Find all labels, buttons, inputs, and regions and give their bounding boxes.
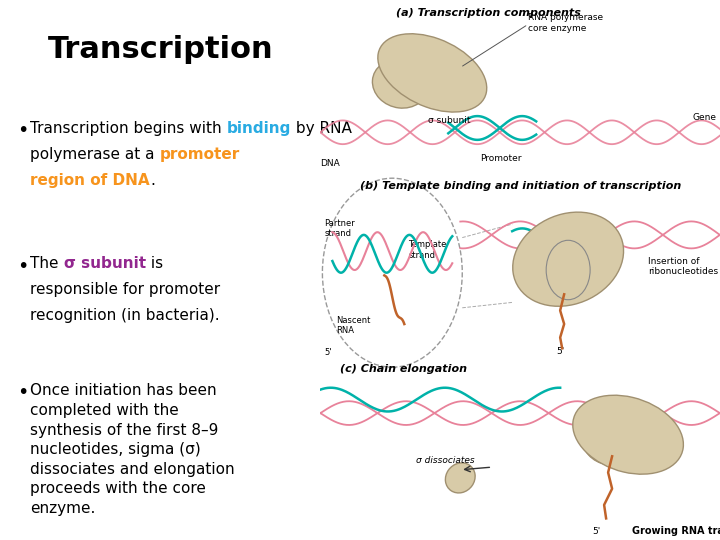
Text: DNA: DNA [320, 159, 340, 168]
Text: recognition (in bacteria).: recognition (in bacteria). [30, 308, 220, 323]
Text: binding: binding [227, 122, 292, 137]
Text: 5': 5' [325, 348, 332, 357]
Text: by RNA: by RNA [292, 122, 352, 137]
Text: 5': 5' [556, 347, 564, 356]
Text: (c) Chain elongation: (c) Chain elongation [341, 364, 467, 375]
Text: •: • [17, 383, 29, 402]
Text: promoter: promoter [160, 147, 240, 163]
Text: responsible for promoter: responsible for promoter [30, 282, 220, 298]
Text: Template
strand: Template strand [408, 240, 446, 260]
Ellipse shape [446, 463, 475, 493]
Text: is: is [146, 256, 163, 272]
Text: Once initiation has been
completed with the
synthesis of the first 8–9
nucleotid: Once initiation has been completed with … [30, 383, 235, 516]
Text: RNA polymerase
core enzyme: RNA polymerase core enzyme [528, 14, 603, 33]
Ellipse shape [516, 243, 572, 297]
Text: Promoter: Promoter [480, 154, 522, 163]
Text: Gene: Gene [692, 113, 716, 123]
Ellipse shape [372, 59, 428, 108]
Text: (a) Transcription components: (a) Transcription components [396, 8, 580, 18]
Text: .: . [150, 173, 155, 188]
Text: Nascent
RNA: Nascent RNA [336, 316, 371, 335]
Text: 5': 5' [592, 526, 600, 536]
Text: •: • [17, 256, 29, 275]
Text: Partner
strand: Partner strand [325, 219, 355, 238]
Text: Transcription: Transcription [48, 35, 273, 64]
Ellipse shape [513, 212, 624, 306]
Text: σ dissociates: σ dissociates [416, 456, 475, 465]
Text: Growing RNA transcript: Growing RNA transcript [632, 526, 720, 537]
Ellipse shape [378, 34, 487, 112]
Ellipse shape [582, 416, 634, 464]
Text: region of DNA: region of DNA [30, 173, 150, 188]
Text: σ subunit: σ subunit [428, 116, 471, 125]
Text: Insertion of
ribonucleotides: Insertion of ribonucleotides [648, 256, 718, 276]
Text: Transcription begins with: Transcription begins with [30, 122, 227, 137]
Ellipse shape [573, 395, 683, 474]
Text: The: The [30, 256, 64, 272]
Text: σ subunit: σ subunit [64, 256, 146, 272]
Text: •: • [17, 122, 29, 140]
Text: polymerase at a: polymerase at a [30, 147, 160, 163]
Text: (b) Template binding and initiation of transcription: (b) Template binding and initiation of t… [359, 181, 681, 191]
